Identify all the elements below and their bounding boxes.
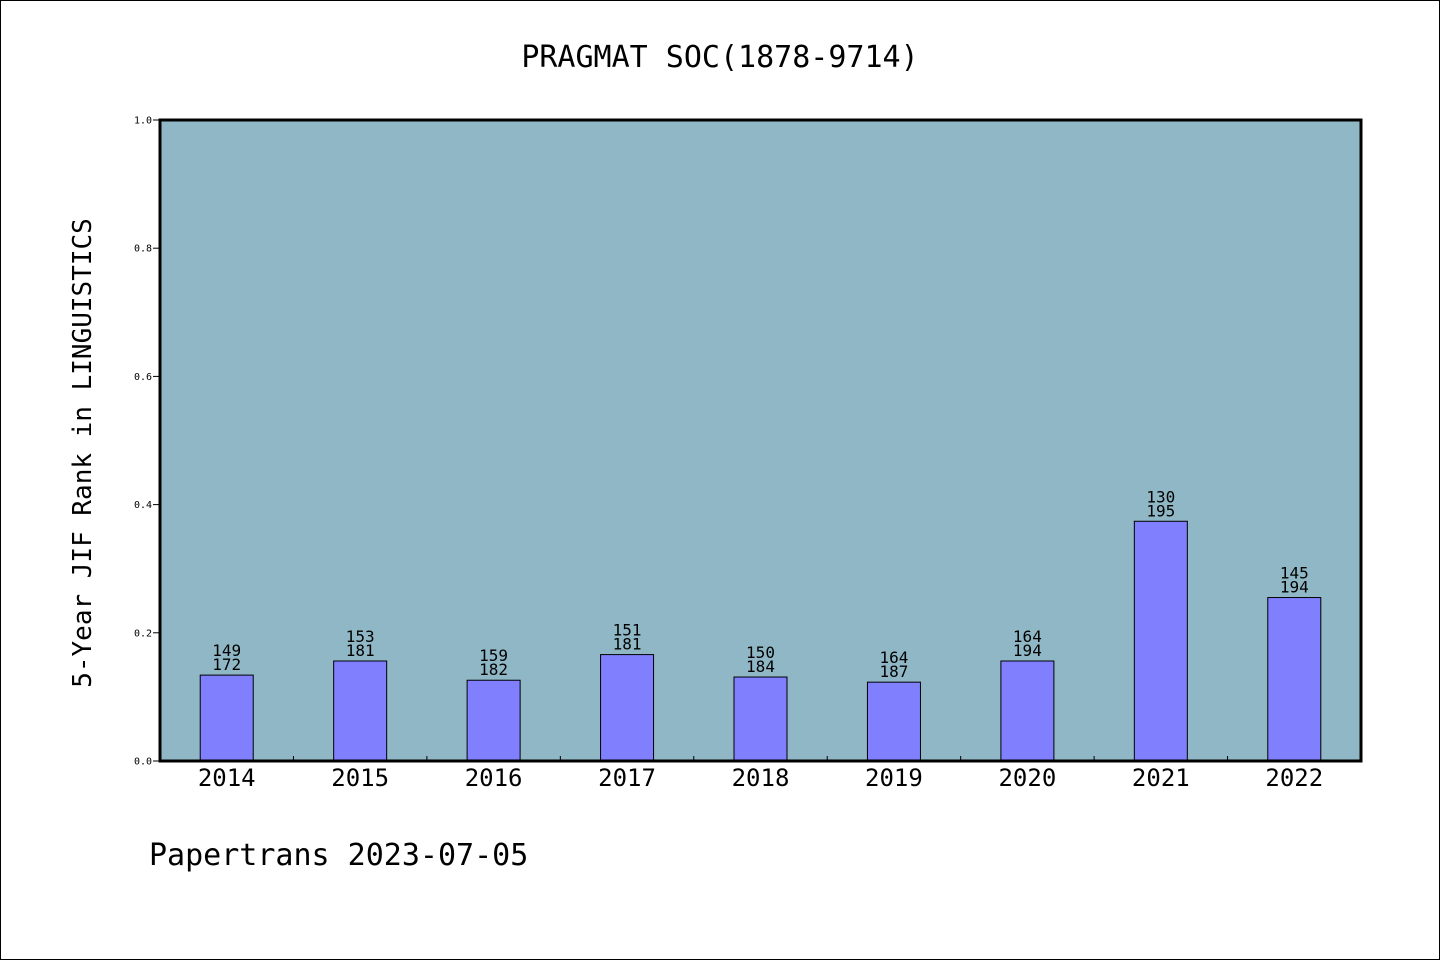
footer-text: Papertrans 2023-07-05	[149, 838, 528, 873]
x-tick-label: 2020	[998, 764, 1056, 792]
bar-label-rank: 153	[346, 627, 375, 646]
bar-label-rank: 145	[1280, 564, 1309, 583]
bar-label-total: 187	[879, 662, 908, 681]
bar-label-total: 184	[746, 657, 775, 676]
bar-label-rank: 150	[746, 643, 775, 662]
x-tick-label: 2022	[1265, 764, 1323, 792]
y-tick-label: 0.6	[134, 372, 152, 383]
y-tick-label: 0.2	[134, 628, 152, 639]
x-ticks: 2014 2015 2016 2017 2018 2019 2020 2021 2022	[198, 756, 1323, 792]
bar-label-rank: 149	[212, 641, 241, 660]
bar-label-rank: 130	[1146, 487, 1175, 506]
bars	[199, 520, 1322, 762]
bar-2021	[1133, 520, 1188, 762]
y-ticks: 0.0 0.2 0.4 0.6 0.8 1.0	[134, 116, 160, 768]
bar-label-total: 194	[1280, 578, 1309, 597]
x-tick-label: 2019	[865, 764, 923, 792]
bar-2020	[1000, 660, 1055, 762]
y-tick-label: 1.0	[134, 116, 152, 127]
bar-2022	[1267, 597, 1322, 762]
bar-label-total: 172	[212, 655, 241, 674]
bar-label-total: 194	[1013, 641, 1042, 660]
bar-label-total: 182	[479, 660, 508, 679]
bar-2017	[600, 654, 655, 762]
bar-2018	[733, 676, 788, 762]
bar-label-total: 181	[613, 635, 642, 654]
bar-2014	[199, 674, 254, 762]
x-tick-label: 2014	[198, 764, 256, 792]
bar-label-rank: 164	[879, 648, 908, 667]
bar-label-total: 195	[1146, 501, 1175, 520]
y-tick-label: 0.0	[134, 757, 152, 768]
y-tick-label: 0.8	[134, 244, 152, 255]
x-tick-label: 2016	[465, 764, 523, 792]
y-axis-label: 5-Year JIF Rank in LINGUISTICS	[68, 218, 98, 688]
x-tick-label: 2015	[331, 764, 389, 792]
bar-label-total: 181	[346, 641, 375, 660]
bar-2015	[333, 660, 388, 762]
bar-2016	[466, 679, 521, 762]
plot-border	[158, 118, 1363, 763]
bar-label-rank: 159	[479, 646, 508, 665]
x-tick-label: 2017	[598, 764, 656, 792]
x-tick-label: 2021	[1132, 764, 1190, 792]
chart-title: PRAGMAT SOC(1878-9714)	[521, 40, 918, 75]
bar-label-rank: 151	[613, 621, 642, 640]
y-tick-label: 0.4	[134, 500, 152, 511]
x-tick-label: 2018	[732, 764, 790, 792]
bar-label-rank: 164	[1013, 627, 1042, 646]
bar-2019	[866, 681, 921, 762]
